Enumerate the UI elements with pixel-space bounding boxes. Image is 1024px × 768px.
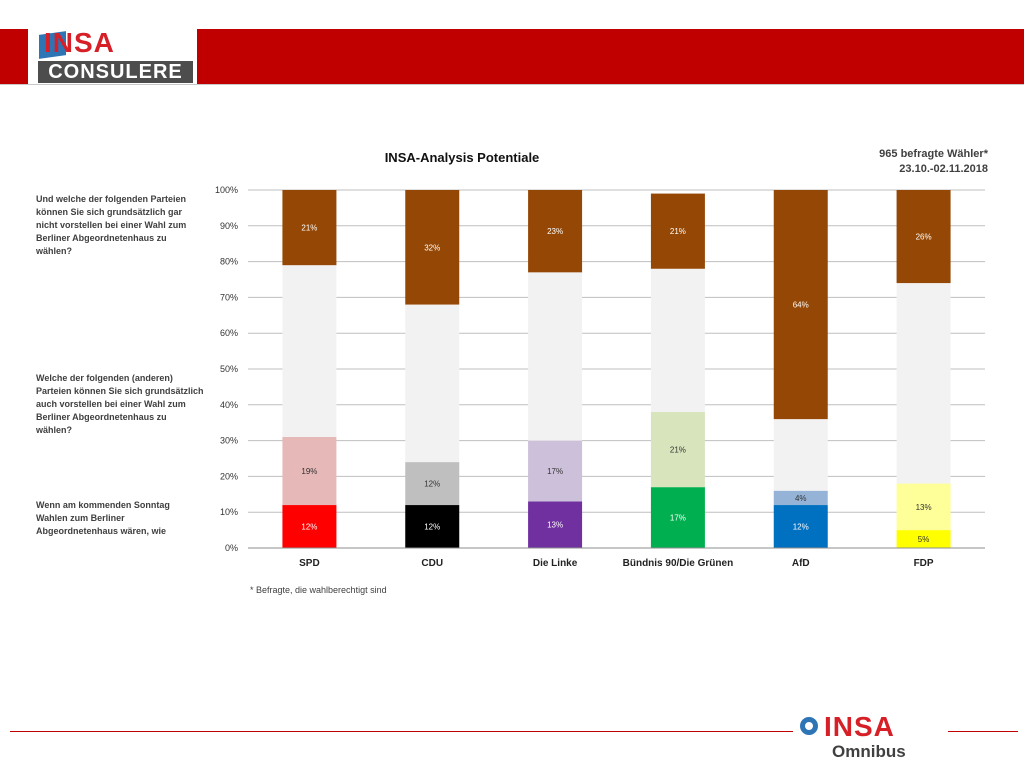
logo-subtitle: CONSULERE — [38, 61, 193, 83]
bar-segment — [650, 487, 705, 548]
bar-segment — [650, 411, 705, 488]
data-label: 13% — [916, 503, 932, 512]
data-label: 5% — [918, 535, 930, 544]
data-label: 12% — [424, 523, 440, 532]
question-ausgeschlossen: Und welche der folgenden Parteien können… — [36, 194, 187, 256]
bar-segment — [896, 283, 951, 484]
question-sonntagsfrage: Wenn am kommenden Sonntag Wahlen zum Ber… — [36, 500, 170, 536]
bar-segment — [405, 190, 460, 305]
bar-segment — [282, 437, 337, 506]
footer-line-left — [10, 731, 793, 732]
bar-segment — [773, 190, 828, 420]
y-tick-label: 100% — [215, 185, 238, 195]
data-label: 21% — [670, 227, 686, 236]
bar-segment — [773, 505, 828, 548]
data-label: 32% — [424, 243, 440, 252]
x-tick-label: Bündnis 90/Die Grünen — [623, 558, 734, 569]
survey-period: 23.10.-02.11.2018 — [899, 163, 988, 175]
y-tick-label: 20% — [220, 471, 238, 481]
data-label: 26% — [916, 233, 932, 242]
data-label: 13% — [547, 521, 563, 530]
y-tick-label: 40% — [220, 400, 238, 410]
x-tick-label: CDU — [421, 558, 443, 569]
y-tick-label: 50% — [220, 364, 238, 374]
bar-segment — [896, 190, 951, 284]
y-tick-label: 30% — [220, 436, 238, 446]
bar-segment — [896, 483, 951, 531]
data-label: 21% — [670, 446, 686, 455]
bar-segment — [405, 304, 460, 463]
footer-logo-word: INSA — [824, 711, 895, 742]
bar-segment — [528, 501, 583, 548]
y-tick-label: 90% — [220, 221, 238, 231]
bar-segment — [650, 193, 705, 269]
logo-word: INSA — [44, 27, 115, 58]
y-tick-label: 60% — [220, 328, 238, 338]
data-label: 12% — [793, 523, 809, 532]
footer-line-right — [948, 731, 1018, 732]
y-tick-label: 10% — [220, 507, 238, 517]
data-label: 17% — [547, 467, 563, 476]
sample-size: 965 befragte Wähler* — [879, 148, 988, 160]
x-tick-label: FDP — [914, 558, 934, 569]
bar-segment — [405, 505, 460, 548]
bar-segment — [896, 530, 951, 548]
data-label: 12% — [301, 523, 317, 532]
data-label: 64% — [793, 301, 809, 310]
bar-segment — [773, 419, 828, 491]
chart-title: INSA-Analysis Potentiale — [384, 150, 540, 165]
x-tick-label: Die Linke — [533, 558, 578, 569]
insa-omnibus-logo: INSA Omnibus — [800, 713, 940, 763]
bar-segment — [773, 490, 828, 506]
bar-segment — [528, 440, 583, 502]
ring-icon — [800, 717, 818, 735]
footer-logo-subtitle: Omnibus — [832, 742, 906, 761]
bar-segment — [405, 462, 460, 506]
y-tick-label: 70% — [220, 292, 238, 302]
y-tick-label: 80% — [220, 257, 238, 267]
data-label: 23% — [547, 227, 563, 236]
data-label: 19% — [301, 467, 317, 476]
bar-segment — [650, 268, 705, 412]
stacked-bar-chart: 0% 10% 20% 30% 40% 50% 60% 70% 80% 90% 100% 12% 19% 2… — [215, 185, 985, 569]
x-tick-label: AfD — [792, 558, 810, 569]
header-divider — [0, 84, 1024, 85]
footnote: * Befragte, die wahlberechtigt sind — [250, 585, 387, 595]
bar-segment — [528, 190, 583, 273]
data-label: 4% — [795, 494, 807, 503]
bar-segment — [282, 505, 337, 548]
question-vorstellbar: Welche der folgenden (anderen) Parteien … — [36, 373, 204, 435]
data-label: 21% — [301, 224, 317, 233]
bar-segment — [282, 265, 337, 438]
bar-segment — [528, 272, 583, 441]
data-label: 17% — [670, 514, 686, 523]
y-tick-label: 0% — [225, 543, 238, 553]
data-label: 12% — [424, 480, 440, 489]
bar-segment — [282, 190, 337, 266]
sample-info: 965 befragte Wähler* 23.10.-02.11.2018 — [800, 147, 988, 177]
x-tick-label: SPD — [299, 558, 320, 569]
